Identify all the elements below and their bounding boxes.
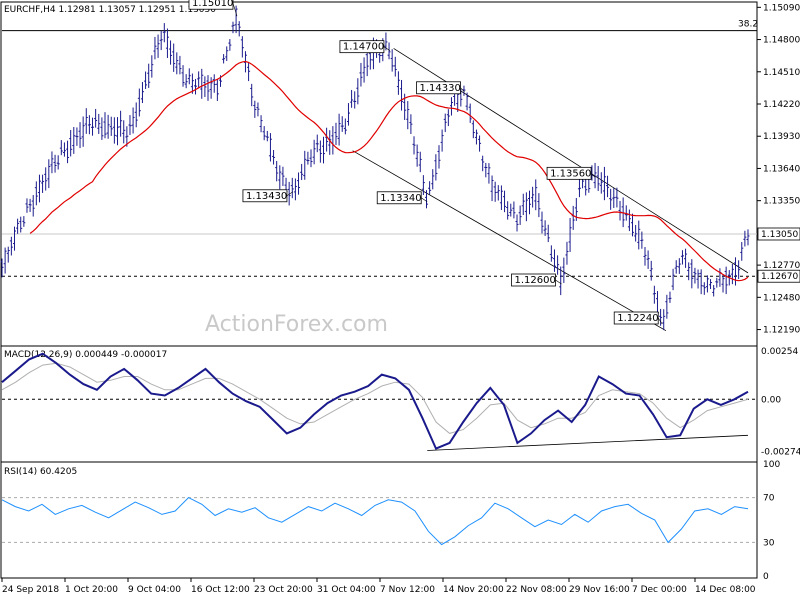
callout-pointer [590, 173, 596, 178]
price-tick-label: 1.14220 [763, 100, 800, 110]
x-tick-label: 14 Dec 08:00 [695, 585, 756, 595]
fib-label: 38.2 [738, 20, 758, 30]
price-tick-label: 1.13350 [763, 197, 800, 207]
callout-label: 1.14700 [343, 42, 384, 53]
rsi-tick-label: 30 [763, 538, 775, 548]
callout-pointer [421, 197, 428, 203]
moving-average-line [29, 60, 749, 282]
callout-label: 1.13340 [380, 193, 421, 204]
x-tick-label: 16 Oct 12:00 [191, 585, 250, 595]
x-tick-label: 22 Nov 08:00 [506, 585, 567, 595]
watermark: ActionForex.com [205, 312, 388, 337]
rsi-title: RSI(14) 60.4205 [4, 467, 77, 477]
macd-divergence-line [427, 434, 749, 451]
macd-tick-label: -0.002747 [761, 447, 800, 457]
current-price-tag [757, 227, 800, 241]
callout-pointer [657, 317, 663, 325]
price-tick-label: 1.14800 [763, 36, 800, 46]
x-tick-label: 23 Oct 20:00 [254, 585, 313, 595]
callout-label: 1.15010 [192, 0, 233, 9]
rsi-panel [0, 461, 758, 579]
x-tick-label: 1 Oct 20:00 [65, 585, 118, 595]
callout-label: 1.13430 [246, 191, 287, 202]
rsi-line [1, 496, 749, 546]
x-tick-label: 7 Nov 12:00 [380, 585, 435, 595]
price-tick-label: 1.12190 [763, 326, 800, 336]
callout-pointer [555, 279, 562, 285]
price-panel [0, 1, 758, 347]
price-title: EURCHF,H4 1.12981 1.13057 1.12951 1.1305… [4, 5, 216, 15]
price-tick-label: 1.13930 [763, 132, 800, 142]
callout-pointer [383, 46, 391, 51]
x-tick-label: 7 Dec 00:00 [632, 585, 687, 595]
macd-tick-label: 0.00254 [761, 347, 798, 357]
x-tick-label: 31 Oct 04:00 [317, 585, 376, 595]
channel-lower-line [352, 150, 667, 332]
support-price-label: 1.12670 [761, 272, 798, 282]
price-tick-label: 1.13640 [763, 164, 800, 174]
price-tick-label: 1.14510 [763, 68, 800, 78]
callout-label: 1.13560 [550, 168, 591, 179]
callout-pointer [286, 191, 294, 197]
rsi-tick-label: 0 [763, 572, 769, 582]
rsi-tick-label: 70 [763, 494, 775, 504]
x-tick-label: 29 Nov 16:00 [569, 585, 630, 595]
price-tick-label: 1.12770 [763, 261, 800, 271]
x-tick-label: 14 Nov 20:00 [443, 585, 504, 595]
price-tick-label: 1.15090 [763, 3, 800, 13]
support-price-tag [757, 269, 800, 283]
x-tick-label: 9 Oct 04:00 [128, 585, 181, 595]
rsi-tick-label: 100 [763, 460, 780, 470]
price-tick-label: 1.12480 [763, 293, 800, 303]
x-tick-label: 24 Sep 2018 [2, 585, 59, 595]
macd-tick-label: 0.00 [761, 395, 781, 405]
current-price-label: 1.13050 [761, 230, 798, 240]
macd-panel [0, 345, 758, 463]
callout-label: 1.12600 [515, 275, 556, 286]
callout-pointer [232, 3, 238, 17]
callout-label: 1.12240 [617, 313, 658, 324]
callout-pointer [460, 87, 465, 92]
macd-line [1, 352, 749, 450]
callout-label: 1.14330 [420, 83, 461, 94]
macd-title: MACD(12,26,9) 0.000449 -0.000017 [4, 350, 167, 360]
